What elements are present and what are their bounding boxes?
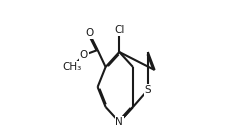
Text: O: O <box>80 50 88 60</box>
Text: O: O <box>85 28 93 38</box>
Text: N: N <box>115 117 123 127</box>
Text: CH₃: CH₃ <box>62 62 82 72</box>
Text: S: S <box>144 85 151 95</box>
Text: Cl: Cl <box>114 25 124 35</box>
